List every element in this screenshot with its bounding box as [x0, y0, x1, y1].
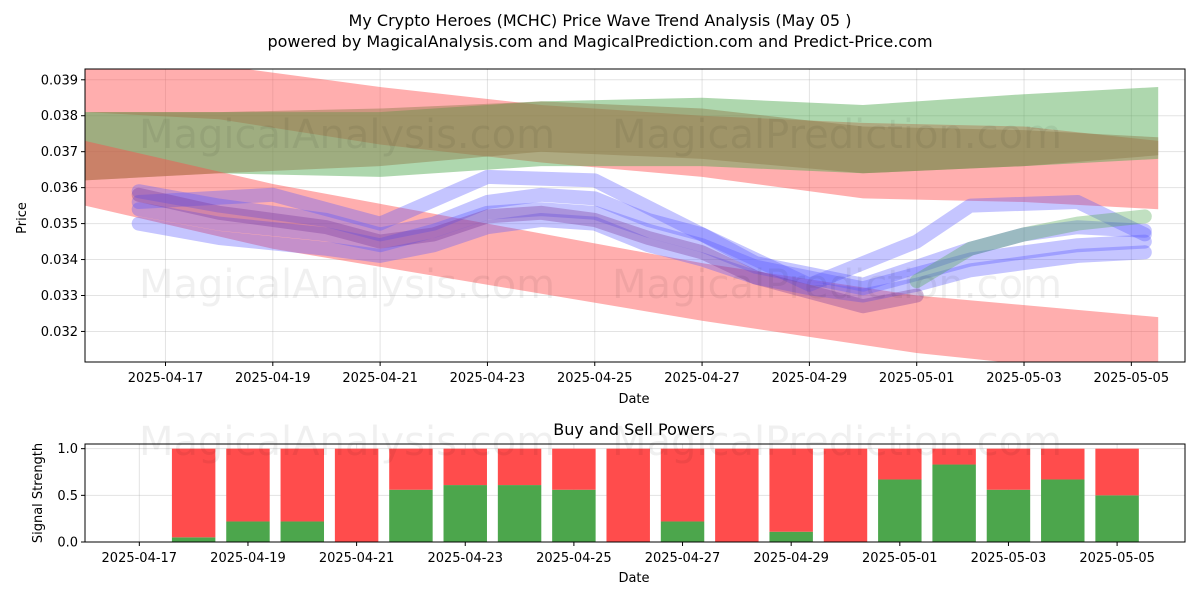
x-tick-label: 2025-04-29	[772, 371, 848, 386]
sell-power-bar	[986, 448, 1031, 490]
x-tick-label: 2025-04-19	[210, 551, 286, 566]
watermark-text: MagicalPrediction.com	[612, 419, 1062, 465]
x-tick-label: 2025-05-05	[1079, 551, 1155, 566]
x-tick-label: 2025-04-23	[450, 371, 526, 386]
sell-power-bar	[552, 448, 596, 490]
y-tick-label: 0.036	[41, 181, 78, 196]
watermark-text: MagicalAnalysis.com	[139, 112, 555, 158]
sell-power-bar	[280, 448, 325, 522]
buy-power-bar	[769, 531, 813, 542]
buy-power-bar	[443, 485, 487, 542]
y-tick-label: 0.039	[41, 73, 78, 88]
y-tick-label: 1.0	[57, 442, 78, 457]
sell-power-bar	[932, 448, 976, 465]
buy-power-bar	[932, 464, 976, 542]
sell-power-bar	[226, 448, 270, 522]
buy-power-bar	[389, 489, 433, 542]
sell-power-bar	[606, 448, 650, 542]
x-tick-label: 2025-05-01	[862, 551, 938, 566]
top-plot-area	[85, 69, 1159, 362]
x-tick-label: 2025-04-17	[102, 551, 178, 566]
wave-line-3	[131, 213, 1152, 303]
buy-power-bar	[280, 521, 325, 542]
wave-line-2	[131, 184, 1152, 292]
sell-power-bar	[171, 448, 216, 538]
wave-band-3	[85, 101, 1159, 181]
wave-line-1	[131, 202, 1152, 296]
top-grid	[85, 69, 1185, 362]
buy-power-bar	[660, 521, 705, 542]
buy-power-bar	[1095, 495, 1139, 542]
x-tick-label: 2025-04-27	[664, 371, 740, 386]
buy-power-bar	[552, 489, 596, 542]
watermark-text: MagicalPrediction.com	[612, 262, 1062, 308]
x-tick-label: 2025-05-05	[1094, 371, 1170, 386]
buy-power-bar	[171, 537, 216, 542]
x-tick-label: 2025-04-19	[235, 371, 311, 386]
chart-title-line2: powered by MagicalAnalysis.com and Magic…	[267, 32, 932, 51]
y-tick-label: 0.035	[41, 217, 78, 232]
wave-band-2	[85, 87, 1159, 181]
wave-line-4	[131, 169, 1152, 292]
y-tick-label: 0.033	[41, 289, 78, 304]
watermark-text: MagicalPrediction.com	[612, 112, 1062, 158]
sell-power-bar	[823, 448, 868, 542]
y-tick-label: 0.032	[41, 325, 78, 340]
x-tick-label: 2025-04-25	[536, 551, 612, 566]
y-tick-label: 0.037	[41, 145, 78, 160]
x-tick-label: 2025-04-23	[427, 551, 503, 566]
chart-title-line1: My Crypto Heroes (MCHC) Price Wave Trend…	[349, 11, 852, 30]
x-tick-label: 2025-04-17	[128, 371, 204, 386]
buy-power-bar	[226, 521, 270, 542]
sell-power-bar	[497, 448, 542, 486]
y-tick-label: 0.038	[41, 109, 78, 124]
top-y-axis-label: Price	[15, 202, 30, 234]
y-tick-label: 0.5	[57, 489, 78, 504]
wave-band-1	[85, 69, 1159, 210]
sell-power-bar	[389, 448, 433, 490]
bottom-y-axis-label: Signal Strength	[31, 443, 46, 543]
watermark-text: MagicalAnalysis.com	[139, 262, 555, 308]
sell-power-bar	[1095, 448, 1139, 496]
wave-band-4	[85, 140, 1159, 362]
buy-power-bar	[878, 479, 922, 542]
x-tick-label: 2025-05-01	[879, 371, 955, 386]
x-tick-label: 2025-05-03	[986, 371, 1062, 386]
x-tick-label: 2025-04-21	[319, 551, 395, 566]
wave-line-6	[909, 209, 1152, 289]
y-tick-label: 0.034	[41, 253, 78, 268]
x-tick-label: 2025-04-27	[645, 551, 721, 566]
buy-power-bar	[497, 485, 542, 542]
sell-power-bar	[660, 448, 705, 522]
x-tick-label: 2025-05-03	[971, 551, 1047, 566]
top-x-axis-label: Date	[618, 392, 649, 407]
y-tick-label: 0.0	[57, 536, 78, 551]
price-wave-plot: MagicalAnalysis.com MagicalPrediction.com…	[41, 68, 1186, 386]
wave-line-5	[131, 187, 924, 314]
x-tick-label: 2025-04-21	[342, 371, 418, 386]
sell-power-bar	[334, 448, 379, 542]
sell-power-bar	[769, 448, 813, 532]
sell-power-bar	[715, 448, 759, 542]
sell-power-bar	[443, 448, 487, 486]
buy-power-bar	[986, 489, 1031, 542]
watermark-text: MagicalAnalysis.com	[139, 419, 555, 465]
bottom-x-axis-label: Date	[618, 571, 649, 586]
top-axes-frame	[84, 68, 1186, 363]
bottom-axes-frame	[84, 443, 1186, 543]
buy-sell-power-plot: MagicalAnalysis.com MagicalPrediction.com…	[57, 419, 1186, 566]
sell-power-bar	[1041, 448, 1085, 480]
x-tick-label: 2025-04-25	[557, 371, 633, 386]
buy-power-bar	[1041, 479, 1085, 542]
bottom-chart-title: Buy and Sell Powers	[553, 420, 715, 439]
sell-power-bar	[878, 448, 922, 480]
x-tick-label: 2025-04-29	[753, 551, 829, 566]
